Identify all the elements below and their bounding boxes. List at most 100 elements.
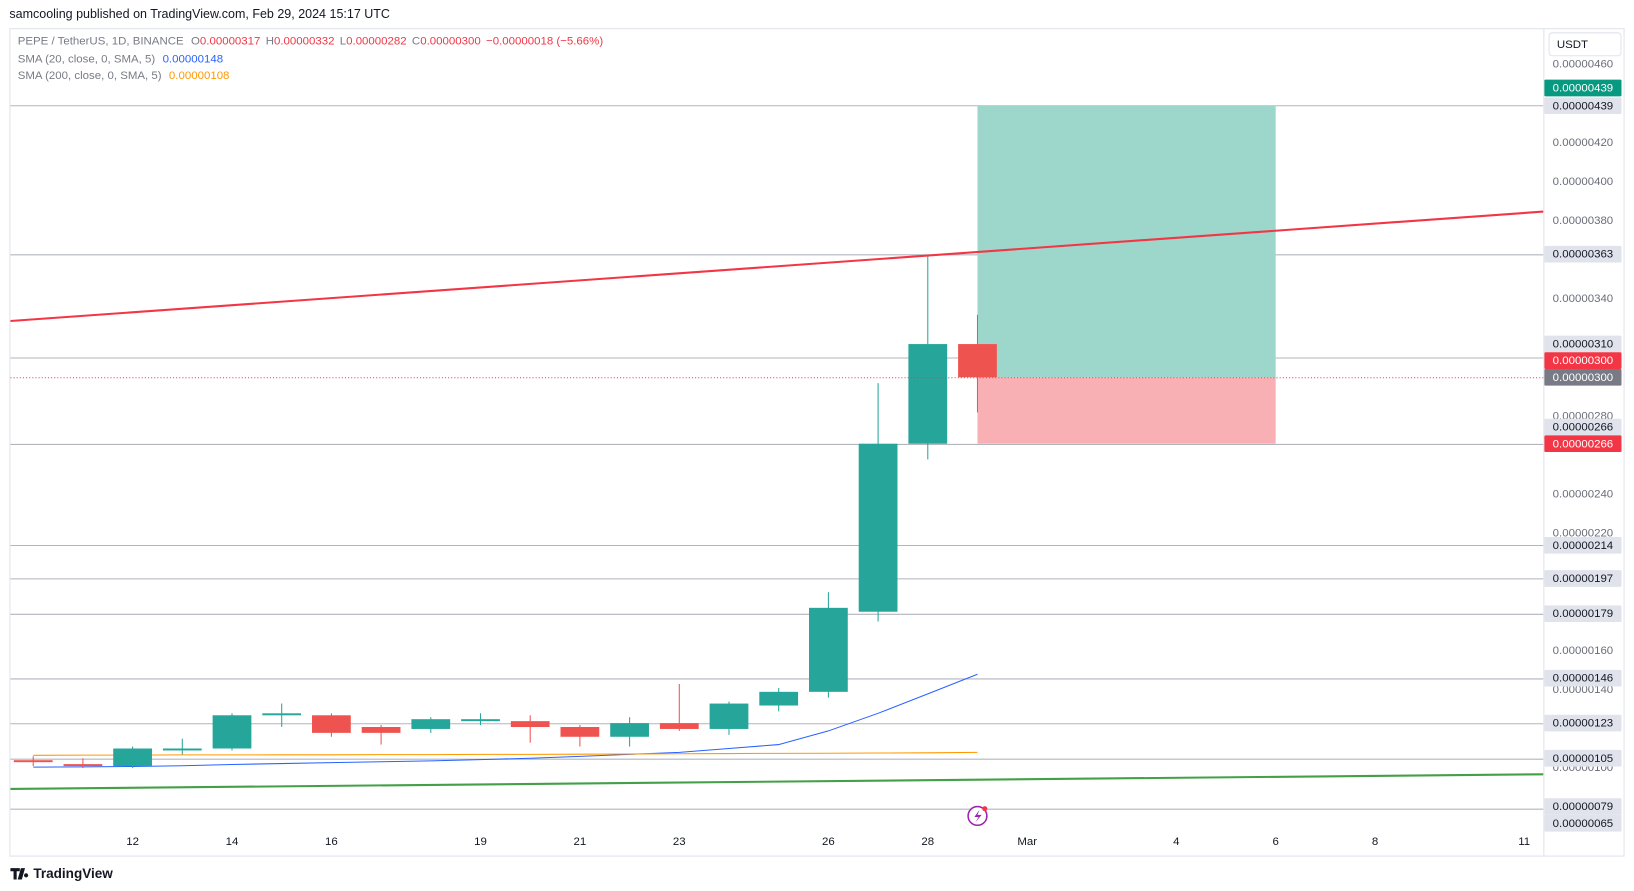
publish-info: samcooling published on TradingView.com,…	[9, 7, 390, 21]
level-badge	[1544, 814, 1622, 832]
legend-entry: SMA (20, close, 0, SMA, 5)	[18, 53, 156, 65]
entry-badge-label: 0.00000300	[1553, 372, 1614, 384]
candle-body	[312, 715, 351, 733]
level-badge-label: 0.00000079	[1553, 801, 1614, 813]
legend-row: PEPE / TetherUS, 1D, BINANCE O0.00000317…	[18, 36, 604, 48]
close-key: C	[412, 36, 420, 48]
level-badge-label: 0.00000146	[1553, 673, 1614, 685]
x-tick-label: 12	[126, 836, 139, 848]
currency[interactable]: USDT	[1557, 39, 1588, 51]
x-tick-label: 28	[921, 836, 934, 848]
sma-line	[33, 673, 978, 768]
brand-logo	[10, 868, 29, 880]
event-bolt[interactable]	[974, 809, 982, 823]
x-tick-label: 23	[673, 836, 686, 848]
legend-row: SMA (20, close, 0, SMA, 5) 0.00000148	[18, 53, 223, 65]
x-tick-label: 26	[822, 836, 835, 848]
level-badge	[1544, 749, 1622, 767]
low-value: 0.00000282	[346, 36, 407, 48]
level-badge	[1544, 536, 1622, 554]
candle-body	[262, 713, 302, 716]
plot-area	[10, 105, 1544, 810]
candle-body	[858, 443, 898, 612]
candle-body	[958, 344, 997, 378]
y-tick-label: 0.00000340	[1553, 293, 1614, 305]
y-tick-label: 0.00000420	[1553, 137, 1614, 149]
candle-body	[759, 691, 799, 706]
change: −0.00000018 (−5.66%)	[486, 36, 603, 48]
legend-value: 0.00000148	[163, 53, 224, 65]
target-badge	[1544, 79, 1622, 97]
x-tick-label: Mar	[1017, 836, 1037, 848]
level-badge-label: 0.00000197	[1553, 573, 1614, 585]
level-badge	[1544, 570, 1622, 587]
level-badge	[1544, 714, 1622, 732]
candle-body	[162, 748, 202, 751]
low-key: L	[340, 36, 346, 48]
event-dot[interactable]	[982, 806, 988, 812]
level-badge	[1544, 418, 1622, 436]
last-price-badge	[1544, 352, 1622, 369]
trend-line	[10, 210, 1544, 323]
candle-body	[908, 344, 948, 444]
level-badge	[1544, 669, 1622, 687]
candle-body	[809, 607, 848, 692]
level-badge-label: 0.00000439	[1553, 100, 1614, 112]
y-tick-label: 0.00000160	[1553, 645, 1614, 657]
close-value: 0.00000300	[420, 36, 481, 48]
legend-entry: SMA (200, close, 0, SMA, 5)	[18, 70, 162, 82]
candle-body	[610, 723, 649, 737]
level-badge	[1544, 798, 1622, 815]
candle-body	[212, 715, 252, 749]
stop-badge	[1544, 435, 1622, 453]
symbol: PEPE / TetherUS, 1D, BINANCE	[18, 36, 184, 48]
level-badge-label: 0.00000266	[1553, 422, 1614, 434]
candle-body	[361, 727, 401, 733]
x-tick-label: 21	[574, 836, 587, 848]
x-tick-label: 19	[474, 836, 487, 848]
axes: 12 14 16 19 21 23 26 28 Mar 4 6 8 11 0.00000460 0.0000…	[126, 59, 1622, 848]
open-value: 0.00000317	[200, 36, 261, 48]
target-badge-label: 0.00000439	[1553, 83, 1614, 95]
y-tick-label: 0.00000220	[1553, 528, 1614, 540]
entry-badge	[1544, 368, 1622, 386]
x-tick-label: 16	[325, 836, 338, 848]
stop-badge-label: 0.00000266	[1553, 438, 1614, 450]
level-badge-label: 0.00000179	[1553, 608, 1614, 620]
y-tick-label: 0.00000460	[1553, 59, 1614, 71]
legend-row: SMA (200, close, 0, SMA, 5) 0.00000108	[18, 70, 230, 82]
event-icon[interactable]	[967, 805, 988, 827]
currency-button[interactable]	[1548, 32, 1622, 57]
chart-frame	[9, 28, 1625, 857]
candle-body	[411, 719, 451, 729]
y-tick-label: 0.00000140	[1553, 684, 1614, 696]
legend-value: 0.00000108	[169, 70, 230, 82]
candle-body	[560, 727, 600, 737]
level-badge	[1544, 605, 1622, 623]
candle-body	[63, 764, 103, 767]
y-tick-label: 0.00000380	[1553, 215, 1614, 227]
last-price-badge-label: 0.00000300	[1553, 355, 1614, 367]
candle-body	[461, 719, 500, 722]
candle-body	[510, 721, 550, 728]
candle-body	[659, 723, 699, 729]
level-badge-label: 0.00000065	[1553, 818, 1614, 830]
candle-body	[709, 703, 749, 729]
x-tick-label: 14	[226, 836, 239, 848]
high-key: H	[266, 36, 274, 48]
level-badge-label: 0.00000214	[1553, 540, 1614, 552]
y-tick-label: 0.00000240	[1553, 489, 1614, 501]
level-badge	[1544, 245, 1622, 263]
level-badge	[1544, 97, 1622, 115]
candle-body	[13, 760, 53, 763]
y-tick-label: 0.00000400	[1553, 176, 1614, 188]
x-tick-label: 4	[1173, 836, 1180, 848]
level-badge-label: 0.00000310	[1553, 338, 1614, 350]
trend-line	[10, 773, 1544, 790]
position-stop-zone	[977, 377, 1276, 444]
level-badge-label: 0.00000105	[1553, 753, 1614, 765]
x-tick-label: 11	[1518, 836, 1530, 848]
high-value: 0.00000332	[274, 36, 335, 48]
